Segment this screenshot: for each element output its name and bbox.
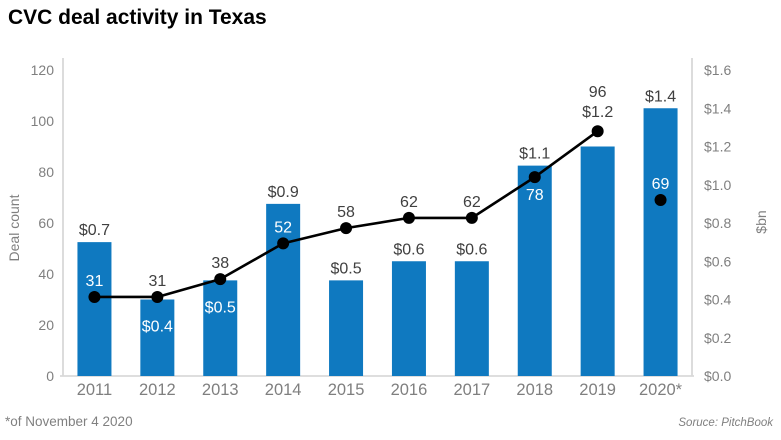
x-axis-label-2016: 2016 bbox=[391, 381, 428, 399]
bar-2016 bbox=[391, 261, 426, 376]
right-axis-tick: $1.2 bbox=[704, 139, 731, 155]
bar-2011 bbox=[77, 242, 112, 376]
value-label-2014: $0.9 bbox=[268, 184, 299, 201]
count-label-2019: 96 bbox=[589, 84, 607, 101]
bar-2015 bbox=[329, 280, 364, 376]
dot-2017 bbox=[465, 211, 478, 224]
dot-2014 bbox=[277, 237, 290, 250]
right-axis-tick: $0.0 bbox=[704, 368, 731, 384]
dot-2012 bbox=[151, 290, 164, 303]
count-label-2020*: 69 bbox=[652, 176, 670, 193]
right-axis-tick: $0.8 bbox=[704, 215, 731, 231]
right-axis-tick: $0.4 bbox=[704, 292, 731, 308]
dot-2018 bbox=[528, 171, 541, 184]
x-axis-label-2014: 2014 bbox=[265, 381, 302, 399]
x-axis-label-2013: 2013 bbox=[202, 381, 239, 399]
count-label-2011: 31 bbox=[86, 273, 104, 290]
count-label-2012: 31 bbox=[148, 273, 166, 290]
dot-2013 bbox=[214, 273, 227, 286]
bar-2013 bbox=[203, 280, 238, 376]
x-axis-label-2015: 2015 bbox=[328, 381, 365, 399]
x-axis-label-2020*: 2020* bbox=[639, 381, 683, 399]
dot-2015 bbox=[340, 222, 353, 235]
value-label-2019: $1.2 bbox=[582, 104, 613, 121]
value-label-2020*: $1.4 bbox=[645, 88, 676, 105]
value-label-2013: $0.5 bbox=[205, 299, 236, 316]
x-axis-label-2019: 2019 bbox=[579, 381, 616, 399]
right-axis-title: $bn bbox=[753, 210, 769, 233]
dot-2020* bbox=[654, 194, 667, 207]
x-axis-label-2017: 2017 bbox=[453, 381, 490, 399]
left-axis-tick: 0 bbox=[46, 368, 54, 384]
footnote: *of November 4 2020 bbox=[5, 414, 133, 429]
bar-2019 bbox=[580, 146, 615, 376]
left-axis-tick: 20 bbox=[38, 317, 54, 333]
right-axis-tick: $1.0 bbox=[704, 177, 731, 193]
right-axis-tick: $0.6 bbox=[704, 253, 731, 269]
count-label-2017: 62 bbox=[463, 194, 481, 211]
x-axis-label-2018: 2018 bbox=[516, 381, 553, 399]
count-label-2016: 62 bbox=[400, 194, 418, 211]
bar-2020* bbox=[643, 108, 678, 376]
dot-2011 bbox=[88, 290, 101, 303]
count-label-2015: 58 bbox=[337, 204, 355, 221]
left-axis-tick: 40 bbox=[38, 266, 54, 282]
chart: 0 20 40 60 80 100 120 $0.0 $0.2 $0.4 $0.6 $0.8 $1.0 $… bbox=[6, 58, 769, 399]
value-label-2017: $0.6 bbox=[456, 241, 487, 258]
count-label-2014: 52 bbox=[274, 219, 292, 236]
right-axis-tick: $1.4 bbox=[704, 100, 731, 116]
value-label-2015: $0.5 bbox=[330, 260, 361, 277]
value-label-2011: $0.7 bbox=[79, 222, 110, 239]
left-axis-title: Deal count bbox=[6, 194, 22, 261]
bar-2018 bbox=[517, 165, 552, 376]
bar-2014 bbox=[266, 203, 301, 376]
count-label-2013: 38 bbox=[211, 255, 229, 272]
left-axis-tick: 80 bbox=[38, 164, 54, 180]
source-credit: Soruce: PitchBook bbox=[678, 417, 773, 429]
value-label-2016: $0.6 bbox=[393, 241, 424, 258]
value-label-2012: $0.4 bbox=[142, 319, 173, 336]
left-axis-tick: 120 bbox=[31, 62, 55, 78]
left-axis-tick: 100 bbox=[31, 113, 55, 129]
dot-2019 bbox=[591, 125, 604, 138]
dot-2016 bbox=[402, 211, 415, 224]
right-axis-tick: $0.2 bbox=[704, 330, 731, 346]
x-axis-label-2012: 2012 bbox=[139, 381, 176, 399]
count-label-2018: 78 bbox=[526, 187, 544, 204]
value-label-2018: $1.1 bbox=[519, 146, 550, 163]
left-axis-tick: 60 bbox=[38, 215, 54, 231]
right-axis-tick: $1.6 bbox=[704, 62, 731, 78]
chart-title: CVC deal activity in Texas bbox=[8, 6, 267, 29]
x-axis-label-2011: 2011 bbox=[77, 381, 112, 399]
bar-2017 bbox=[454, 261, 489, 376]
bar-2012 bbox=[140, 299, 175, 376]
